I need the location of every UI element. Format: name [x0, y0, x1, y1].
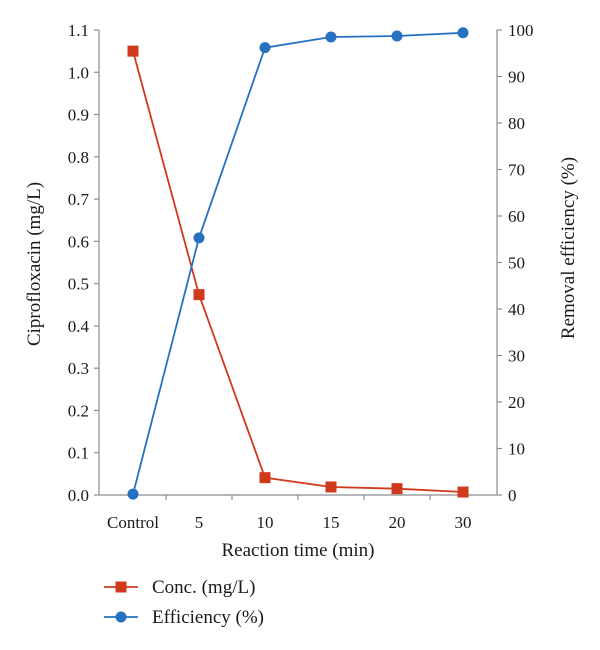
right-tick-label: 0 [508, 486, 517, 505]
left-tick-label: 0.5 [68, 275, 89, 294]
data-point-square [391, 483, 403, 495]
data-point-square [259, 472, 271, 484]
x-tick-label: 30 [455, 513, 472, 532]
legend-item-efficiency: Efficiency (%) [104, 607, 264, 628]
left-tick-label: 0.9 [68, 106, 89, 125]
legend-marker-efficiency [115, 611, 127, 623]
legend-item-conc: Conc. (mg/L) [104, 577, 255, 598]
series-layer [127, 27, 469, 500]
data-point-square [127, 45, 139, 57]
left-tick-label: 1.0 [68, 63, 89, 82]
right-tick-label: 10 [508, 440, 525, 459]
x-tick-label: 20 [389, 513, 406, 532]
left-tick-label: 0.8 [68, 148, 89, 167]
data-point-circle [325, 31, 337, 43]
x-axis-title: Reaction time (min) [221, 540, 374, 561]
left-tick-label: 0.6 [68, 232, 89, 251]
left-axis-title: Ciprofloxacin (mg/L) [24, 182, 45, 346]
legend-marker-conc [115, 581, 127, 593]
data-point-circle [457, 27, 469, 39]
legend: Conc. (mg/L) Efficiency (%) [104, 577, 264, 628]
right-tick-label: 80 [508, 114, 525, 133]
x-tick-label: 5 [195, 513, 204, 532]
axes: 0.0 0.1 0.2 0.3 0.4 0.5 0.6 0.7 0.8 0.9 1.0 1.1 0 10 2… [68, 21, 534, 532]
x-tick-label: 15 [323, 513, 340, 532]
series-line [132, 31, 464, 495]
left-tick-label: 0.3 [68, 359, 89, 378]
right-tick-label: 70 [508, 161, 525, 180]
right-tick-label: 90 [508, 68, 525, 87]
data-point-circle [391, 30, 403, 42]
series-efficiency [127, 27, 469, 500]
data-point-circle [127, 488, 139, 500]
legend-label-conc: Conc. (mg/L) [152, 577, 255, 598]
series-line [132, 50, 464, 493]
right-axis-title: Removal efficiency (%) [558, 157, 579, 339]
left-tick-label: 0.4 [68, 317, 90, 336]
series-conc [127, 45, 469, 498]
right-tick-label: 20 [508, 393, 525, 412]
left-tick-label: 0.0 [68, 486, 89, 505]
legend-label-efficiency: Efficiency (%) [152, 607, 264, 628]
x-tick-label: Control [107, 513, 159, 532]
right-tick-label: 60 [508, 207, 525, 226]
right-tick-label: 100 [508, 21, 534, 40]
x-tick-label: 10 [257, 513, 274, 532]
left-tick-label: 0.1 [68, 444, 89, 463]
left-tick-label: 1.1 [68, 21, 89, 40]
data-point-circle [193, 232, 205, 244]
data-point-square [325, 481, 337, 493]
right-tick-label: 50 [508, 254, 525, 273]
left-tick-label: 0.2 [68, 401, 89, 420]
data-point-square [457, 486, 469, 498]
right-tick-label: 30 [508, 347, 525, 366]
right-tick-label: 40 [508, 300, 525, 319]
left-tick-label: 0.7 [68, 190, 90, 209]
data-point-circle [259, 42, 271, 54]
data-point-square [193, 289, 205, 301]
